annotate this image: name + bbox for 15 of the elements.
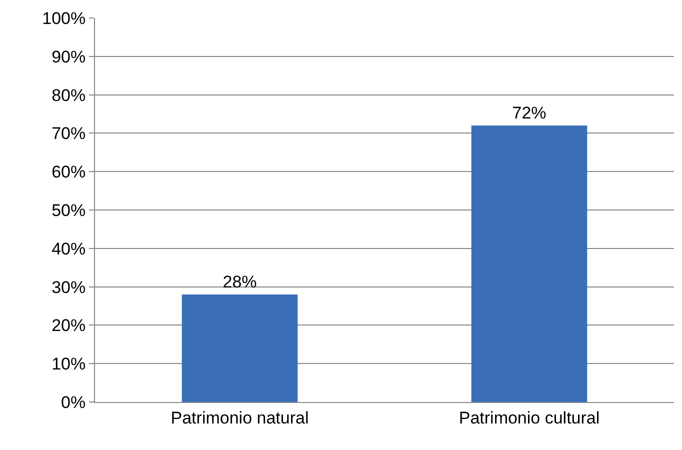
y-tick-label: 80% bbox=[52, 86, 86, 105]
x-tick-label: Patrimonio cultural bbox=[458, 408, 600, 428]
data-label: 28% bbox=[222, 272, 257, 292]
x-tick-label: Patrimonio natural bbox=[170, 408, 309, 428]
y-tick-label: 100% bbox=[42, 8, 86, 28]
y-tick-label: 40% bbox=[52, 239, 86, 258]
y-tick-label: 70% bbox=[52, 124, 86, 144]
y-tick-label: 50% bbox=[52, 200, 86, 220]
data-label: 72% bbox=[512, 104, 546, 123]
y-tick-label: 90% bbox=[52, 47, 86, 66]
y-tick-label: 20% bbox=[52, 316, 86, 336]
y-tick-label: 60% bbox=[52, 162, 86, 182]
y-tick-label: 10% bbox=[52, 354, 86, 374]
y-tick-label: 0% bbox=[61, 392, 86, 412]
y-tick-label: 30% bbox=[52, 278, 86, 297]
